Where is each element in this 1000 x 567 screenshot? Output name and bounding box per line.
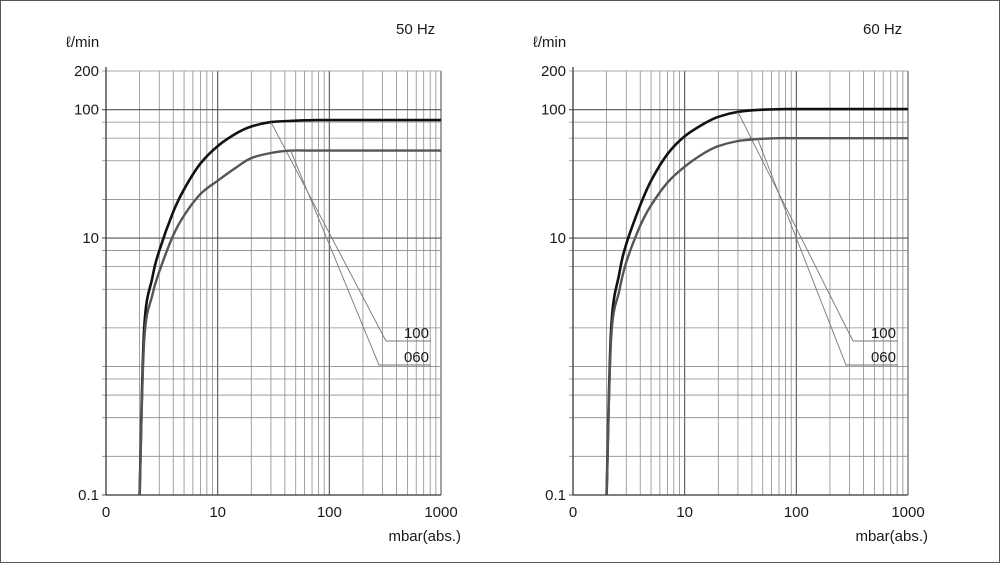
y-tick-label: 10 xyxy=(549,230,566,247)
chart-title: 50 Hz xyxy=(396,21,435,38)
y-tick-label: 0.1 xyxy=(545,487,566,504)
y-axis-label: ℓ/min xyxy=(66,34,99,51)
series-line-060 xyxy=(605,136,908,496)
y-tick-label: 10 xyxy=(82,230,99,247)
y-tick-label: 0.1 xyxy=(78,487,99,504)
series-leader-060 xyxy=(757,138,898,366)
y-tick-label: 200 xyxy=(541,63,566,80)
series-leader-060 xyxy=(290,150,431,366)
x-tick-label: 10 xyxy=(676,504,693,521)
x-tick-label: 0 xyxy=(102,504,110,521)
x-tick-label: 100 xyxy=(784,504,809,521)
series-label: 100 xyxy=(871,325,896,342)
series-label: 060 xyxy=(871,349,896,366)
series-line-100 xyxy=(138,118,441,496)
x-tick-label: 1000 xyxy=(891,504,924,521)
series-line-100 xyxy=(605,107,908,496)
chart-panel-2: 0 10 100 1000 0.1 10 100 200 ℓ/min mbar(abs.) 60 H… xyxy=(533,21,928,545)
series-label: 100 xyxy=(404,325,429,342)
chart-title: 60 Hz xyxy=(863,21,902,38)
chart-panel-1: 0 10 100 1000 0.1 10 100 200 ℓ/min mbar(abs.) 50 H… xyxy=(66,21,461,545)
x-tick-label: 10 xyxy=(209,504,226,521)
x-axis-label: mbar(abs.) xyxy=(855,528,928,545)
series-line-060 xyxy=(138,149,441,496)
x-axis-label: mbar(abs.) xyxy=(388,528,461,545)
x-tick-label: 1000 xyxy=(424,504,457,521)
series-leader-100 xyxy=(737,111,898,342)
x-tick-label: 0 xyxy=(569,504,577,521)
y-axis-label: ℓ/min xyxy=(533,34,566,51)
x-tick-label: 100 xyxy=(317,504,342,521)
y-tick-label: 200 xyxy=(74,63,99,80)
series-label: 060 xyxy=(404,349,429,366)
y-tick-label: 100 xyxy=(541,102,566,119)
y-tick-label: 100 xyxy=(74,102,99,119)
